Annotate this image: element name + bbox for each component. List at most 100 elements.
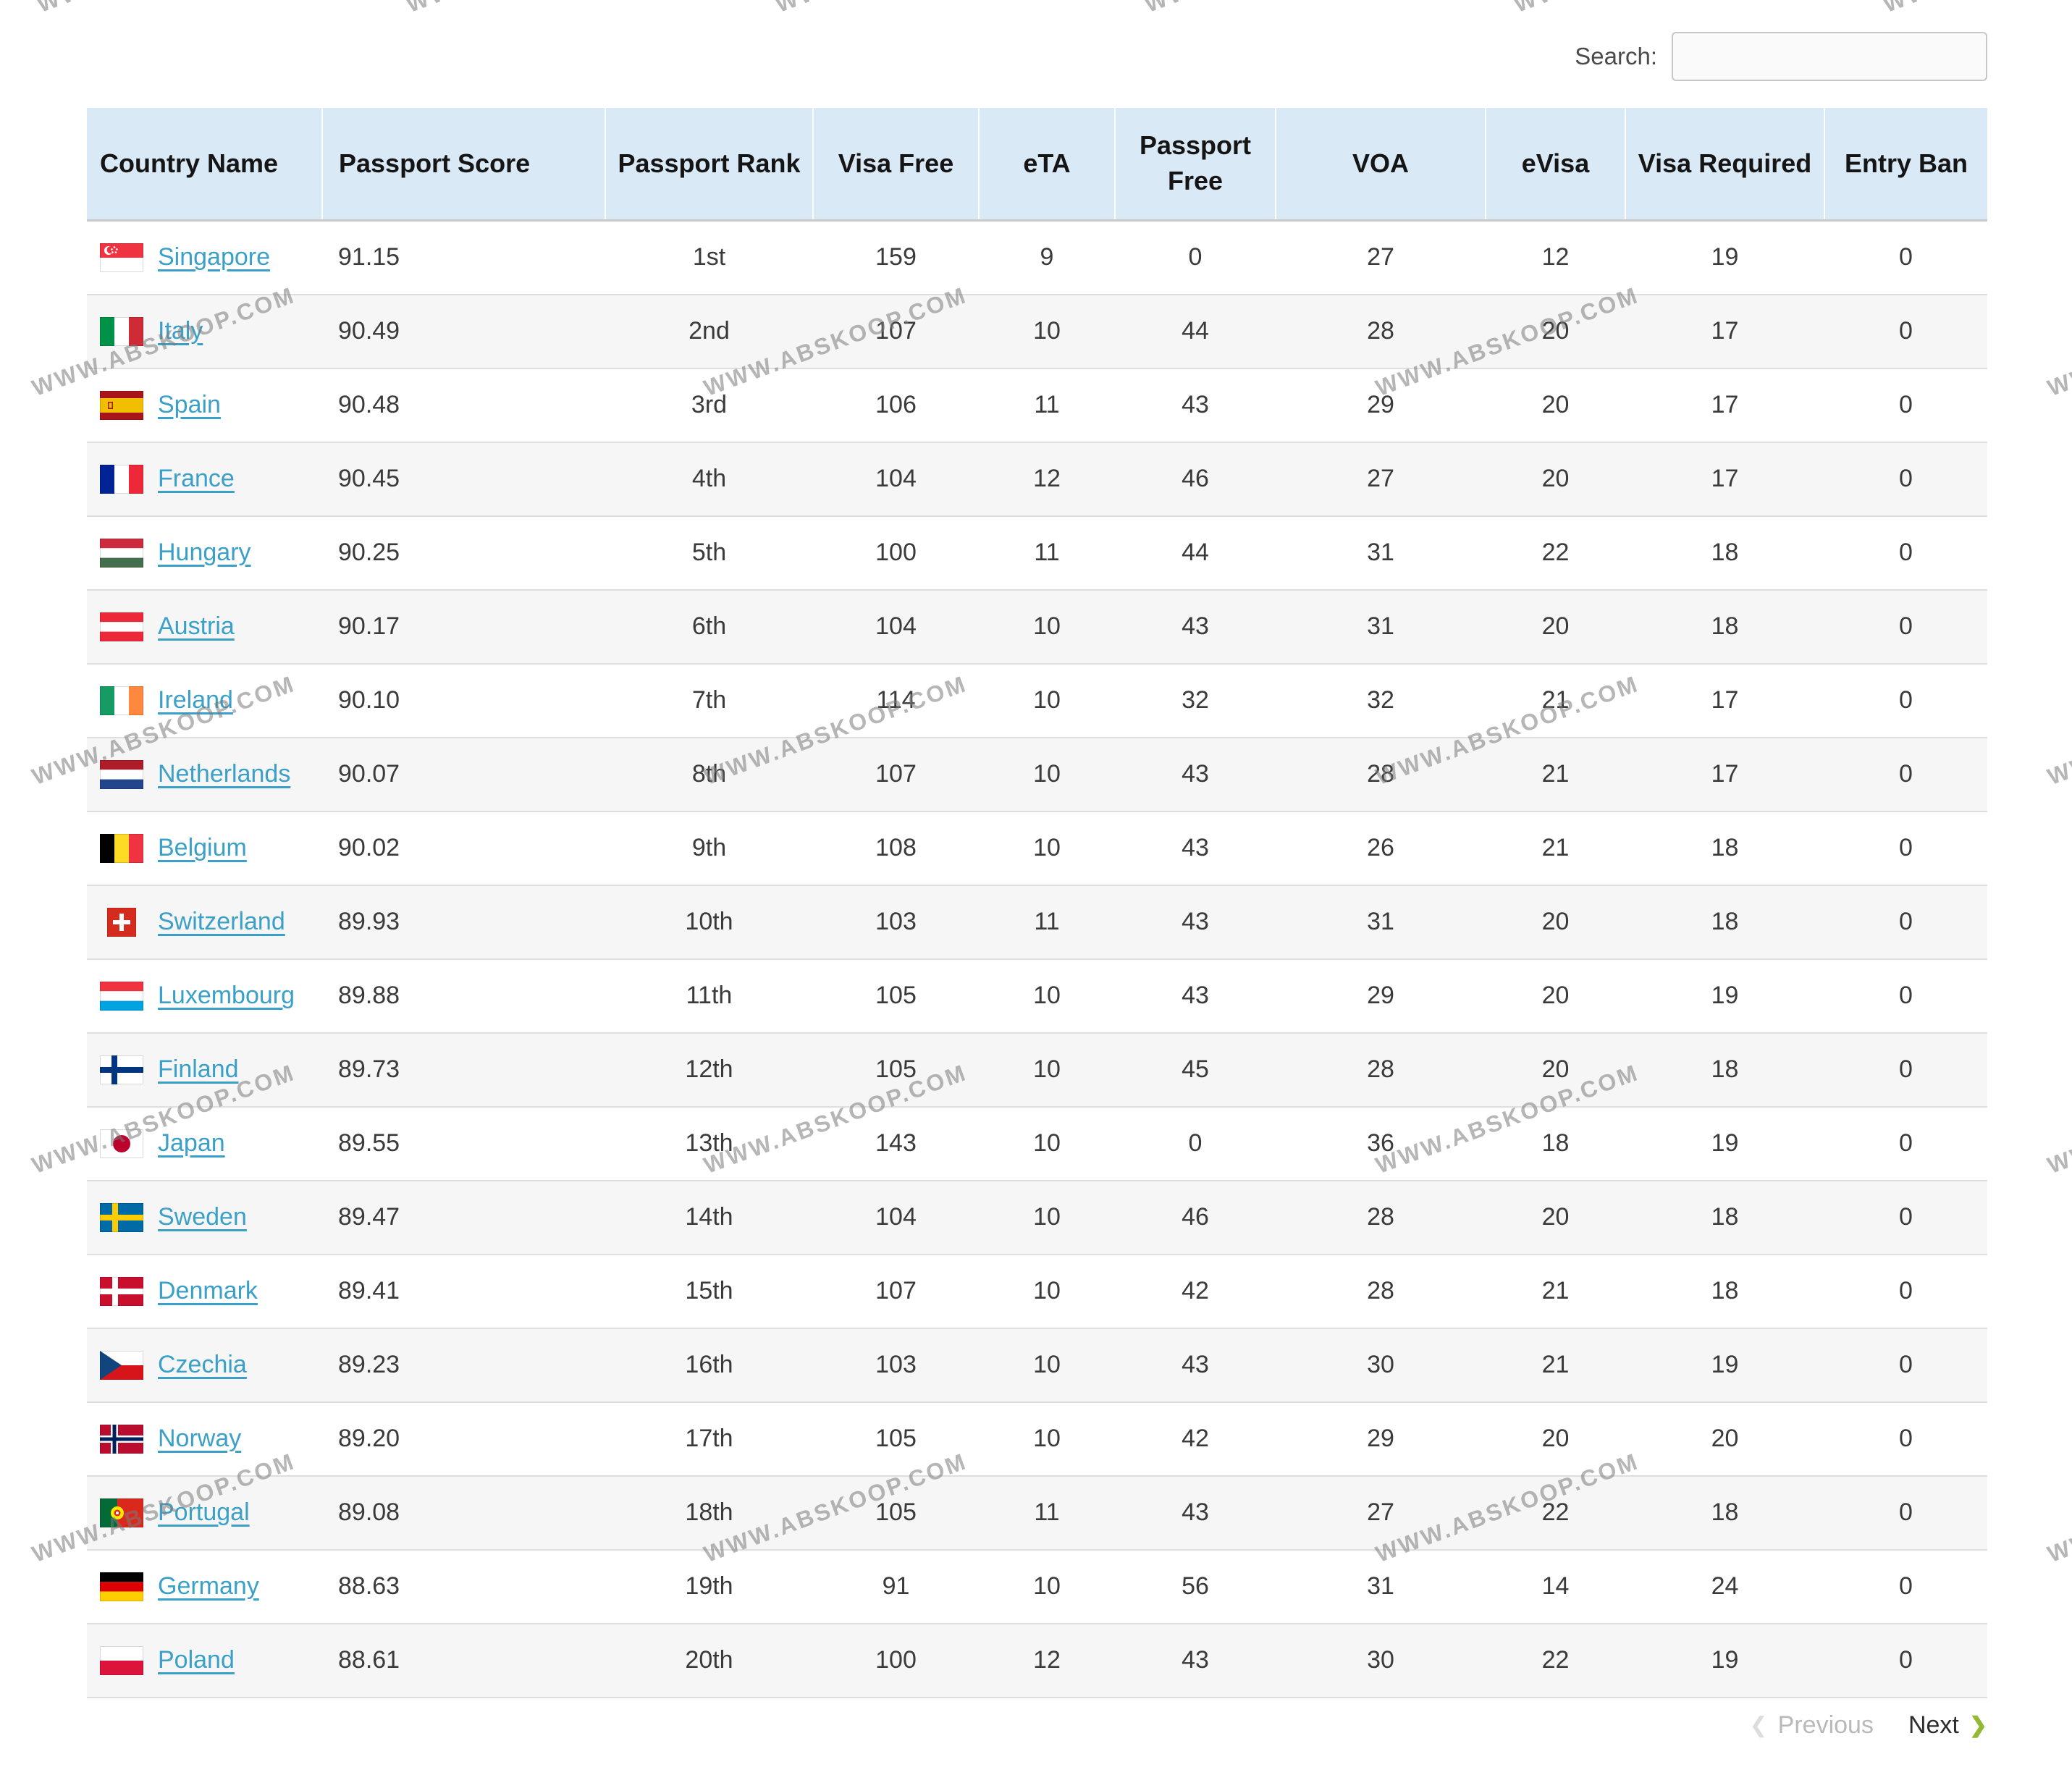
eta-cell: 10	[979, 1179, 1115, 1255]
table-row: Denmark 89.41 15th 107 10 42 28 21 18 0	[87, 1253, 1987, 1328]
flag-germany-icon	[100, 1572, 143, 1601]
country-link[interactable]: Germany	[158, 1572, 259, 1600]
country-link[interactable]: Spain	[158, 391, 221, 418]
passport-free-cell: 46	[1115, 441, 1276, 516]
column-header-passport-score[interactable]: Passport Score	[321, 108, 605, 222]
passport-free-cell: 43	[1115, 1327, 1276, 1402]
country-link[interactable]: Hungary	[158, 539, 251, 566]
visa-required-cell: 18	[1625, 884, 1824, 959]
visa-free-cell: 114	[813, 662, 979, 738]
column-header-evisa[interactable]: eVisa	[1485, 108, 1625, 222]
voa-cell: 30	[1276, 1327, 1486, 1402]
voa-cell: 31	[1276, 589, 1486, 664]
entry-ban-cell: 0	[1824, 1475, 1987, 1550]
passport-free-cell: 43	[1115, 589, 1276, 664]
column-header-entry-ban[interactable]: Entry Ban	[1824, 108, 1987, 222]
evisa-cell: 18	[1486, 1105, 1625, 1181]
rank-cell: 20th	[605, 1622, 813, 1698]
country-cell: Germany	[87, 1548, 322, 1624]
country-cell: Netherlands	[87, 736, 322, 811]
entry-ban-cell: 0	[1824, 1548, 1987, 1624]
country-cell: Sweden	[87, 1179, 322, 1255]
rank-cell: 9th	[605, 810, 813, 885]
column-header-visa-required[interactable]: Visa Required	[1625, 108, 1824, 222]
evisa-cell: 21	[1486, 810, 1625, 885]
passport-score-cell: 89.93	[322, 884, 605, 959]
country-link[interactable]: Singapore	[158, 243, 271, 271]
passport-score-cell: 89.08	[322, 1475, 605, 1550]
visa-free-cell: 159	[875, 243, 917, 271]
table-row: Portugal 89.08 18th 105 11 43 27 22 18 0	[87, 1475, 1987, 1550]
country-cell: Switzerland	[87, 884, 322, 959]
voa-cell: 27	[1367, 243, 1394, 271]
country-link[interactable]: Austria	[158, 612, 235, 640]
evisa-cell: 22	[1486, 1622, 1625, 1698]
eta-cell: 11	[979, 515, 1115, 590]
rank-cell: 1st	[692, 243, 726, 271]
rank-cell: 10th	[605, 884, 813, 959]
voa-cell: 36	[1276, 1105, 1486, 1181]
rank-cell: 8th	[605, 736, 813, 811]
column-header-country-name[interactable]: Country Name	[87, 108, 322, 222]
country-link[interactable]: Netherlands	[158, 760, 291, 788]
country-cell: Spain	[87, 367, 322, 442]
passport-score-cell: 90.48	[322, 367, 605, 442]
table-row: Japan 89.55 13th 143 10 0 36 18 19 0	[87, 1105, 1987, 1181]
country-cell: Luxembourg	[87, 958, 322, 1033]
country-link[interactable]: Switzerland	[158, 908, 285, 935]
entry-ban-cell: 0	[1824, 958, 1987, 1033]
country-cell: Hungary	[87, 515, 322, 590]
eta-cell: 10	[979, 810, 1115, 885]
table-row: Germany 88.63 19th 91 10 56 31 14 24 0	[87, 1548, 1987, 1624]
passport-score-cell: 89.88	[322, 958, 605, 1033]
column-header-passport-free[interactable]: Passport Free	[1114, 108, 1276, 222]
flag-netherlands-icon	[100, 759, 143, 789]
country-link[interactable]: Denmark	[158, 1277, 258, 1304]
country-cell: France	[87, 441, 322, 516]
country-cell: Poland	[87, 1622, 322, 1698]
column-header-voa[interactable]: VOA	[1275, 108, 1486, 222]
passport-free-cell: 43	[1115, 884, 1276, 959]
visa-required-cell: 17	[1625, 441, 1824, 516]
column-header-eta[interactable]: eTA	[978, 108, 1115, 222]
country-link[interactable]: Poland	[158, 1646, 235, 1674]
search-input[interactable]	[1672, 32, 1987, 81]
evisa-cell: 20	[1486, 958, 1625, 1033]
table-row: Spain 90.48 3rd 106 11 43 29 20 17 0	[87, 367, 1987, 442]
table-row: Switzerland 89.93 10th 103 11 43 31 20 18 0	[87, 884, 1987, 959]
country-link[interactable]: Italy	[158, 317, 203, 345]
voa-cell: 31	[1276, 1548, 1486, 1624]
entry-ban-cell: 0	[1824, 1401, 1987, 1476]
country-link[interactable]: Norway	[158, 1425, 242, 1452]
passport-free-cell: 43	[1115, 367, 1276, 442]
visa-free-cell: 108	[813, 810, 979, 885]
eta-cell: 12	[979, 441, 1115, 516]
passport-free-cell: 44	[1115, 293, 1276, 368]
country-link[interactable]: Sweden	[158, 1203, 247, 1231]
passport-free-cell: 43	[1115, 1622, 1276, 1698]
passport-score-cell: 89.47	[322, 1179, 605, 1255]
country-link[interactable]: Belgium	[158, 834, 247, 861]
country-link[interactable]: Ireland	[158, 686, 233, 714]
country-link[interactable]: Finland	[158, 1055, 239, 1083]
column-header-passport-rank[interactable]: Passport Rank	[605, 108, 813, 222]
evisa-cell: 20	[1486, 1032, 1625, 1107]
table-row: Hungary 90.25 5th 100 11 44 31 22 18 0	[87, 515, 1987, 590]
evisa-cell: 22	[1486, 1475, 1625, 1550]
passport-score-cell: 91.15	[338, 243, 400, 271]
country-link[interactable]: Japan	[158, 1129, 225, 1157]
country-cell: Japan	[87, 1105, 322, 1181]
entry-ban-cell: 0	[1824, 736, 1987, 811]
next-page-button[interactable]: Next ❯	[1908, 1711, 1987, 1740]
voa-cell: 28	[1276, 1179, 1486, 1255]
country-link[interactable]: Luxembourg	[158, 982, 295, 1009]
visa-required-cell: 19	[1711, 243, 1739, 271]
country-link[interactable]: Czechia	[158, 1351, 247, 1378]
entry-ban-cell: 0	[1824, 662, 1987, 738]
previous-page-button[interactable]: ❮ Previous	[1750, 1711, 1874, 1740]
visa-required-cell: 18	[1625, 810, 1824, 885]
visa-required-cell: 18	[1625, 1179, 1824, 1255]
country-link[interactable]: Portugal	[158, 1498, 250, 1526]
country-link[interactable]: France	[158, 465, 235, 492]
column-header-visa-free[interactable]: Visa Free	[812, 108, 979, 222]
